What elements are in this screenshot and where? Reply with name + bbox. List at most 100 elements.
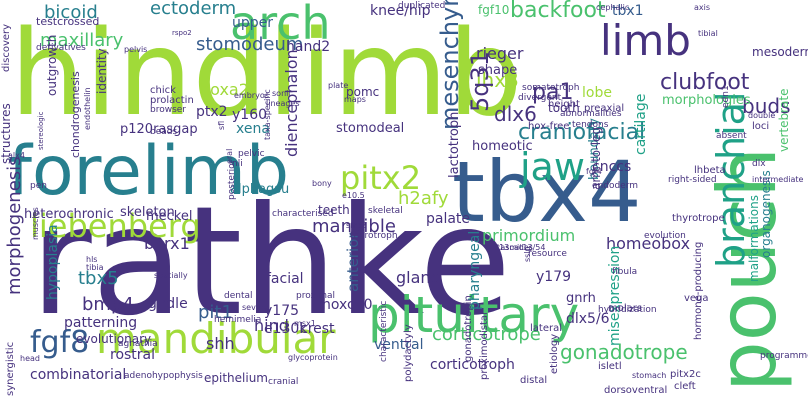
word-hoxa2: hoxa2: [200, 80, 249, 99]
word-stomodeum: stomodeum: [196, 34, 304, 55]
word-bmp4: bmp4: [82, 294, 134, 315]
word-severe: severe: [242, 303, 269, 312]
word-browser: browser: [150, 105, 187, 115]
word-buds: buds: [742, 94, 791, 118]
word-knee-hip: knee/hip: [370, 3, 431, 19]
word-barx1: barx1: [144, 234, 190, 253]
word-chondrogenesis: chondrogenesis: [69, 71, 82, 158]
word-thyrotrope: thyrotrope: [672, 213, 725, 224]
word-corticotroph: corticotroph: [430, 357, 515, 373]
word-skeleton: skeleton: [120, 205, 175, 220]
word-jaw: jaw: [520, 145, 585, 189]
word-cartilage: cartilage: [633, 93, 649, 155]
word-chick: chick: [150, 85, 176, 96]
word-height: height: [548, 99, 580, 110]
word-shape: shape: [478, 63, 518, 78]
word-nli: nli: [232, 159, 243, 169]
word-xena: xena: [236, 121, 270, 137]
word-gnrh: gnrh: [566, 291, 596, 306]
word-thyrotroph: thyrotroph: [350, 231, 398, 241]
word-glycoprotein: glycoprotein: [288, 353, 338, 362]
word-girdle: girdle: [148, 296, 188, 312]
word-vertebrate: vertebrate: [777, 88, 791, 153]
word-combinatorial: combinatorial: [30, 367, 127, 383]
word-stomodeal: stomodeal: [336, 121, 405, 136]
word-palate: palate: [426, 211, 471, 227]
word-morphologies: morphologies: [662, 93, 751, 108]
word-taxa-specific: taxa-specific: [263, 89, 272, 140]
word-lhx3: lhx3: [476, 68, 519, 92]
word-pituitary: pituitary: [368, 286, 580, 344]
word-distal: distal: [520, 375, 548, 386]
word-duplicated: duplicated: [398, 1, 446, 11]
word-sonic: sonic: [272, 89, 293, 98]
word-fibula: fibula: [612, 267, 638, 277]
word-backfoot: backfoot: [510, 0, 606, 23]
word-lactotroph: lactotroph: [447, 111, 462, 178]
word-patterning: patterning: [64, 315, 138, 331]
word-lateral: lateral: [530, 323, 562, 334]
word-lineages: lineages: [266, 99, 300, 108]
word-spatially: spatially: [154, 271, 188, 280]
word-gonadotropin: gonadotropin: [463, 295, 474, 362]
word-absent: absent: [716, 131, 747, 141]
word-e10-5: e10.5: [342, 191, 365, 200]
word-proximodistal: proximodistal: [479, 312, 490, 380]
word-cnccs: cnccs: [592, 159, 632, 175]
word-testcrossed: testcrossed: [36, 15, 100, 28]
word-y160: y160: [232, 107, 268, 123]
word-posterior: posterior: [227, 159, 237, 200]
word-resource: resource: [528, 249, 567, 259]
word-forelimb: forelimb: [8, 132, 290, 211]
word-teeth: teeth: [318, 203, 350, 217]
word-preaxial: preaxial: [584, 103, 625, 114]
word-cephalic: cephalic: [596, 3, 630, 12]
word-shh: shh: [206, 334, 235, 353]
word-heterochronic: heterochronic: [24, 207, 114, 222]
word-dlx: dlx: [752, 159, 766, 169]
word-ptx2: ptx2: [196, 104, 228, 120]
word-homeotic: homeotic: [472, 139, 533, 154]
word-abnormalities: abnormalities: [560, 109, 622, 119]
word-maxillary: maxillary: [40, 30, 124, 51]
word-craniofacial: craniofacial: [518, 120, 646, 145]
word-epithelium: epithelium: [204, 371, 268, 385]
word-liebenberg: liebenberg: [30, 207, 201, 245]
word-mesenchyme: mesenchyme: [436, 0, 464, 130]
word-alx4: alx4: [8, 151, 25, 160]
word-adenohypophysis: adenohypophysis: [124, 371, 203, 381]
word-primordium: primordium: [482, 226, 576, 245]
word-agnathia: agnathia: [118, 339, 158, 349]
word-gland: gland: [396, 268, 441, 287]
word-morphogenesis: morphogenesis: [4, 156, 25, 295]
word-pit1: pit1: [198, 302, 233, 323]
word-fgf10: fgf10: [478, 3, 510, 17]
word-msx1: msx1: [294, 319, 316, 328]
word-hemimelia: hemimelia: [214, 315, 262, 325]
word-h2afy: h2afy: [398, 188, 449, 209]
word-vega: vega: [684, 293, 709, 304]
word-hand2: hand2: [286, 39, 331, 55]
word-isletl: isletl: [598, 361, 622, 372]
word-facial: facial: [266, 271, 304, 287]
word-beads: beads: [150, 127, 178, 137]
word-evolutionary: evolutionary: [76, 332, 152, 346]
word-anterior: anterior: [344, 232, 362, 293]
word-hox-free: hox-free: [528, 121, 570, 132]
word-prolactin: prolactin: [150, 95, 194, 106]
word-synergistic: synergistic: [5, 341, 16, 396]
word-p120rasgap: p120rasgap: [120, 122, 198, 137]
word-hormone-producing: hormone-producing: [693, 241, 704, 340]
word-characteristic: characteristic: [379, 300, 389, 362]
word-mesoderm: mesoderm: [752, 45, 808, 59]
word-embryos: embryos: [234, 91, 269, 100]
word-d13mit13-54: d13mit13/54: [494, 243, 546, 252]
word-ventral: ventral: [374, 337, 424, 353]
word-dlx6: dlx6: [494, 102, 537, 126]
word-tendons: tendons: [572, 120, 609, 130]
word-sfl: sfl: [217, 120, 226, 130]
word-tibia: tibia: [86, 263, 104, 272]
word-cranial: cranial: [268, 377, 299, 387]
word-tbx1: tbx1: [612, 3, 644, 19]
word-alphagsu: alphagsu: [230, 182, 290, 197]
